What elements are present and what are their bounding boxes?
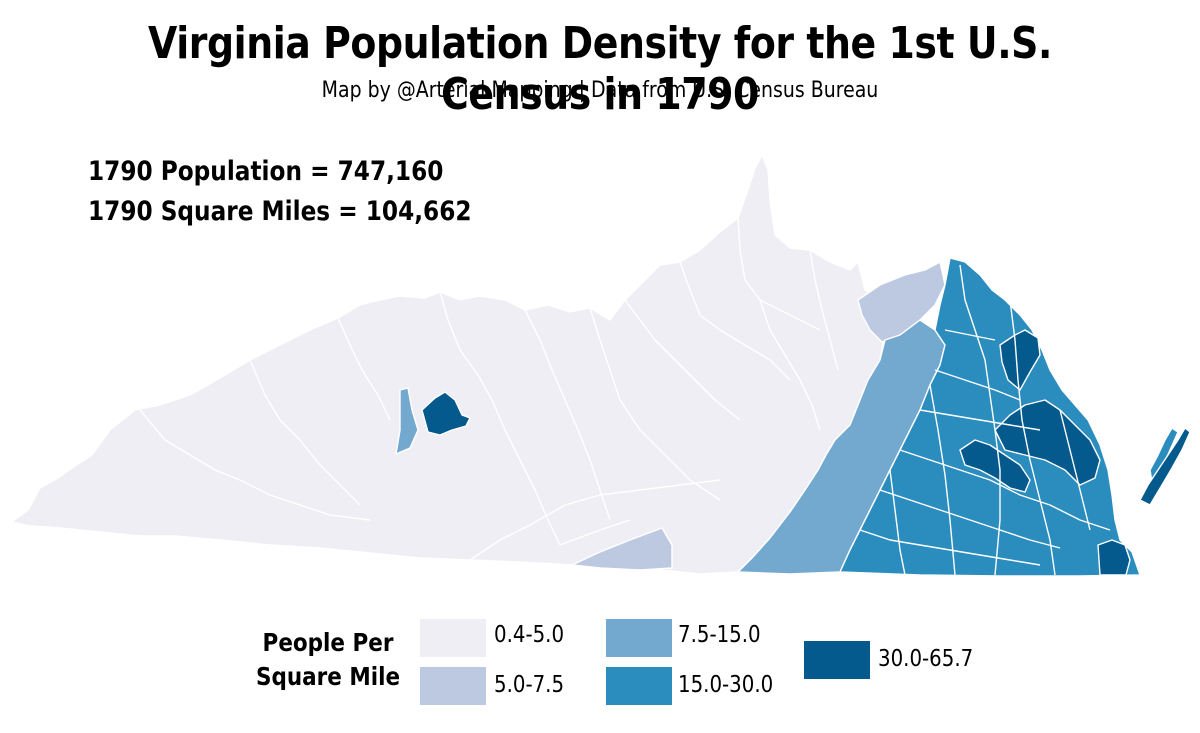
map-subtitle: Map by @Arterial Mapping | Data from U.S… bbox=[321, 78, 879, 103]
legend-label-0: 0.4-5.0 bbox=[494, 622, 565, 648]
legend-label-1: 5.0-7.5 bbox=[494, 672, 565, 698]
region-northern-neck bbox=[999, 329, 1041, 391]
legend-swatch-0 bbox=[420, 619, 486, 657]
legend-label-2: 7.5-15.0 bbox=[678, 622, 761, 648]
square-miles-stat: 1790 Square Miles = 104,662 bbox=[88, 196, 472, 227]
region-kentucky-county bbox=[395, 387, 419, 455]
legend-swatch-2 bbox=[606, 619, 672, 657]
legend-title: People Per Square Mile bbox=[252, 626, 403, 694]
region-norfolk bbox=[1097, 539, 1131, 576]
legend-swatch-3 bbox=[606, 667, 672, 705]
stats-block: 1790 Population = 747,160 1790 Square Mi… bbox=[88, 152, 472, 232]
map-title: Virginia Population Density for the 1st … bbox=[148, 18, 1052, 120]
legend-title-line2: Square Mile bbox=[255, 662, 401, 691]
region-west bbox=[11, 154, 886, 575]
legend-swatch-4 bbox=[804, 641, 870, 679]
region-tidewater-piedmont bbox=[839, 257, 1141, 577]
region-bourbon-county bbox=[421, 391, 471, 436]
region-northern-panhandle bbox=[857, 261, 946, 343]
legend-swatch-1 bbox=[420, 667, 486, 705]
region-richmond-area bbox=[959, 439, 1031, 493]
legend-label-4: 30.0-65.7 bbox=[878, 646, 974, 672]
region-eastern-shore-north bbox=[1139, 427, 1191, 506]
region-southwest-county bbox=[571, 527, 673, 571]
legend-label-3: 15.0-30.0 bbox=[678, 672, 774, 698]
legend-title-line1: People Per bbox=[262, 628, 394, 657]
population-stat: 1790 Population = 747,160 bbox=[88, 156, 444, 187]
